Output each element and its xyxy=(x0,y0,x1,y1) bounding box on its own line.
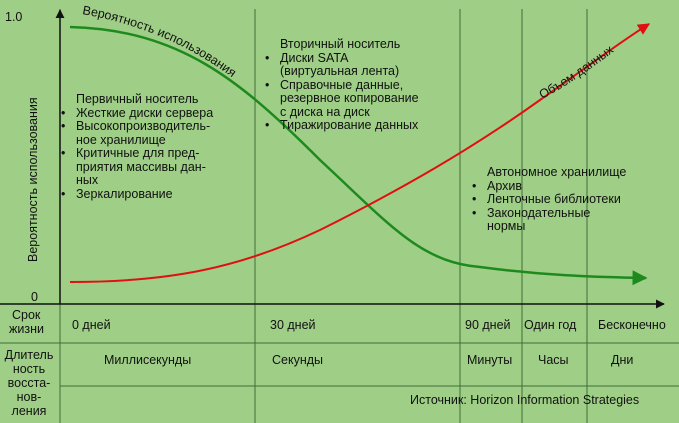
lifetime-header-line2: жизни xyxy=(9,322,44,336)
secondary-item-text: Справочные данные, резервное копирование… xyxy=(280,77,419,119)
recovery-header-line: нов- xyxy=(16,390,42,404)
y-axis-min-label: 0 xyxy=(31,290,38,304)
source-credit: Источник: Horizon Information Strategies xyxy=(410,393,640,407)
lifetime-tick-30-days: 30 дней xyxy=(270,318,316,332)
recovery-tick-minutes: Минуты xyxy=(467,353,513,367)
recovery-header-line: ность xyxy=(12,362,46,376)
offline-item: Ленточные библиотеки xyxy=(469,192,626,207)
recovery-tick-seconds: Секунды xyxy=(272,353,324,367)
y-axis-title: Вероятность использования xyxy=(26,97,40,262)
secondary-storage-title: Вторичный носитель xyxy=(280,37,401,51)
lifetime-tick-one-year: Один год xyxy=(524,318,577,332)
data-volume-curve xyxy=(69,23,651,283)
recovery-header-line: ления xyxy=(11,404,47,418)
recovery-header: Длитель ность восста- нов- ления xyxy=(0,348,58,418)
secondary-item-text: Диски SATA (виртуальная лента) xyxy=(280,50,400,78)
lifetime-tick-infinite: Бесконечно xyxy=(598,318,666,332)
primary-item: Зеркалирование xyxy=(58,187,213,202)
lifetime-header-line1: Срок xyxy=(12,308,41,322)
primary-item: Высокопроизводитель- ное хранилище xyxy=(58,119,213,147)
offline-storage-block: Автономное хранилище Архив Ленточные биб… xyxy=(469,165,627,234)
secondary-item: Тиражирование данных xyxy=(262,118,419,133)
recovery-tick-days: Дни xyxy=(611,353,634,367)
primary-item: Жесткие диски сервера xyxy=(58,106,213,121)
secondary-item: Диски SATA (виртуальная лента) xyxy=(262,50,419,79)
lifetime-tick-0-days: 0 дней xyxy=(72,318,111,332)
offline-item: Законодательные нормы xyxy=(469,205,626,234)
primary-item-text: Критичные для пред- приятия массивы дан-… xyxy=(76,146,206,187)
primary-storage-block: Первичный носитель Жесткие диски сервера… xyxy=(58,92,213,202)
secondary-storage-block: Вторичный носитель Диски SATA (виртуальн… xyxy=(262,37,419,133)
probability-curve-label: Вероятность использования xyxy=(82,3,239,80)
recovery-tick-milliseconds: Миллисекунды xyxy=(104,353,192,367)
y-axis-max-label: 1.0 xyxy=(5,10,23,24)
primary-item-text: Высокопроизводитель- ное хранилище xyxy=(76,119,211,147)
data-volume-curve-label: Объем данных xyxy=(537,42,617,102)
offline-storage-title: Автономное хранилище xyxy=(487,165,627,179)
recovery-header-line: восста- xyxy=(7,376,51,390)
primary-item: Критичные для пред- приятия массивы дан-… xyxy=(58,146,213,188)
recovery-tick-hours: Часы xyxy=(538,353,569,367)
offline-item-text: Законодательные нормы xyxy=(487,205,591,233)
primary-storage-title: Первичный носитель xyxy=(76,92,199,106)
horizontal-gridlines xyxy=(0,342,679,387)
offline-item: Архив xyxy=(469,179,626,194)
probability-curve xyxy=(69,25,648,286)
secondary-item: Справочные данные, резервное копирование… xyxy=(262,77,419,120)
recovery-header-line: Длитель xyxy=(4,348,54,362)
lifetime-tick-90-days: 90 дней xyxy=(465,318,511,332)
